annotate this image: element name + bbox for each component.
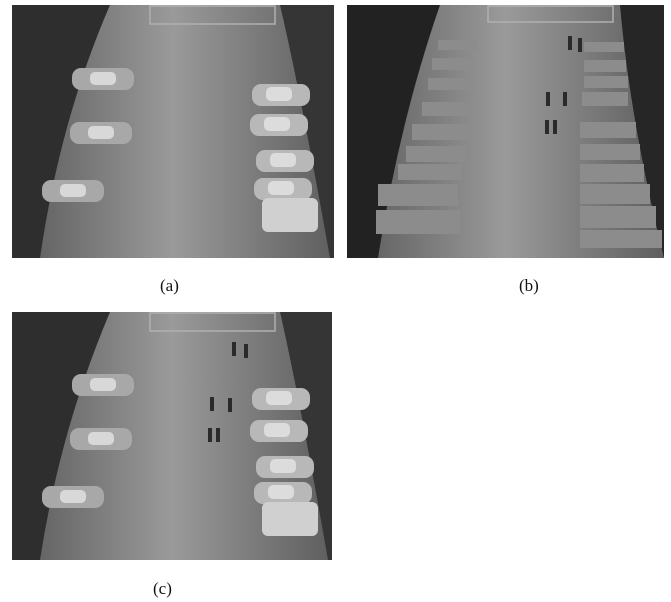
caption-c: (c) <box>153 579 172 599</box>
photo-b <box>347 5 664 258</box>
figure: (a) (b) (c) <box>0 0 671 602</box>
caption-a: (a) <box>160 276 179 296</box>
photo-a <box>12 5 334 258</box>
caption-b: (b) <box>519 276 539 296</box>
photo-c <box>12 312 332 560</box>
figure-images <box>0 0 671 602</box>
